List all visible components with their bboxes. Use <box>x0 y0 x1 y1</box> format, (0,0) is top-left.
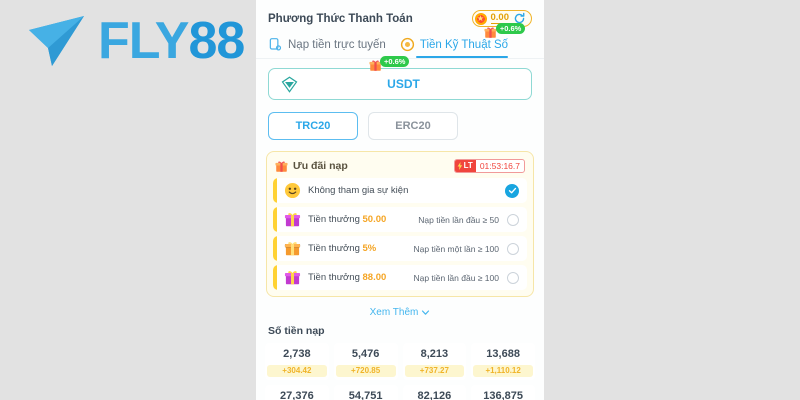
smiley-face-icon <box>284 183 301 199</box>
amount-option[interactable]: 54,751 +4,216.50 <box>333 385 398 400</box>
gift-purple-icon <box>284 213 301 227</box>
promotion-option-title: Tiền thưởng <box>308 272 360 284</box>
lightning-icon <box>457 162 462 171</box>
amount-option[interactable]: 2,738 +304.42 <box>265 343 329 381</box>
promotion-option-label: Tiền thưởng 5% <box>308 243 376 254</box>
gift-purple-icon <box>284 271 301 285</box>
promotion-option-condition: Nạp tiền lần đầu ≥ 50 <box>418 214 499 225</box>
tab-digital-currency-badge: +0.6% <box>495 23 526 35</box>
row-accent-bar <box>273 265 277 291</box>
promotion-timer-tag: LT <box>454 160 476 173</box>
promotion-option-label: Tiền thưởng 88.00 <box>308 272 386 283</box>
promotion-option-row[interactable]: Tiền thưởng 88.00 Nạp tiền lần đầu ≥ 100 <box>273 265 527 291</box>
gift-icon <box>484 27 497 38</box>
chain-trc20-button[interactable]: TRC20 <box>268 112 358 140</box>
promotion-title: Ưu đãi nạp <box>293 160 348 173</box>
brand-logo-area: FLY88 <box>26 12 245 70</box>
gold-coin-icon <box>400 37 414 52</box>
paper-plane-icon <box>29 16 84 66</box>
currency-selector: USDT +0.6% <box>256 56 544 100</box>
amount-bonus: +1,110.12 <box>473 364 533 378</box>
amount-value: 27,376 <box>280 390 314 400</box>
deposit-amount-grid: 2,738 +304.42 5,476 +720.85 8,213 +737.2… <box>256 343 544 400</box>
promotion-option-amount: 50.00 <box>362 214 387 226</box>
diamond-icon <box>281 75 298 93</box>
payment-panel: Phương Thức Thanh Toán ★ 0.00 Nạp tiền t… <box>256 0 544 400</box>
payment-method-tabs: Nạp tiền trực tuyến Tiền Kỹ Thuật Số +0.… <box>256 23 544 58</box>
promotion-option-amount: 88.00 <box>362 272 387 284</box>
amount-value: 5,476 <box>351 348 380 361</box>
refresh-icon[interactable] <box>513 12 526 25</box>
promotion-option-row[interactable]: Tiền thưởng 5% Nạp tiền một lần ≥ 100 <box>273 236 527 262</box>
promotion-option-row[interactable]: Tiền thưởng 50.00 Nạp tiền lần đầu ≥ 50 <box>273 207 527 233</box>
amount-bonus: +304.42 <box>267 364 327 378</box>
promotion-option-title: Tiền thưởng <box>308 214 360 226</box>
promotion-title-group: Ưu đãi nạp <box>275 160 348 173</box>
show-more-area: Xem Thêm <box>256 297 544 323</box>
promotion-timer-tag-label: LT <box>463 161 473 171</box>
currency-usdt-button[interactable]: USDT +0.6% <box>268 56 532 100</box>
amount-option[interactable]: 82,126 +4,599.00 <box>402 385 467 400</box>
amount-value: 2,738 <box>283 348 311 361</box>
radio-button[interactable] <box>507 271 519 284</box>
brand-name-part2: 88 <box>188 12 245 70</box>
row-accent-bar <box>273 207 277 233</box>
amount-option[interactable]: 5,476 +720.85 <box>333 343 398 381</box>
tab-online-deposit[interactable]: Nạp tiền trực tuyến <box>268 37 386 58</box>
brand-name-part1: FLY <box>98 12 189 70</box>
amount-value: 13,688 <box>486 348 520 361</box>
row-accent-bar <box>273 236 277 262</box>
promotion-option-title: Tiền thưởng <box>308 243 360 255</box>
checkmark-icon[interactable] <box>505 183 519 198</box>
amount-option[interactable]: 13,688 +1,110.12 <box>471 343 535 381</box>
show-more-button[interactable]: Xem Thêm <box>370 307 431 318</box>
promotion-card: Ưu đãi nạp LT 01:53:16.7 <box>266 151 534 298</box>
check-glyph-icon <box>508 187 516 194</box>
promotion-option-label: Không tham gia sự kiện <box>308 185 409 197</box>
mobile-phone-icon <box>269 38 282 51</box>
currency-usdt-label: USDT <box>387 77 420 91</box>
amount-bonus: +737.27 <box>404 364 465 378</box>
chain-selector: TRC20 ERC20 <box>256 100 544 151</box>
amount-value: 82,126 <box>417 390 452 400</box>
gift-orange-icon <box>284 242 301 256</box>
tab-online-deposit-label: Nạp tiền trực tuyến <box>288 38 386 51</box>
currency-usdt-badge: +0.6% <box>380 56 410 68</box>
amount-value: 136,875 <box>483 390 523 400</box>
chevron-down-icon <box>422 310 430 315</box>
promotion-countdown: LT 01:53:16.7 <box>453 159 525 174</box>
promotion-option-label: Tiền thưởng 50.00 <box>308 214 386 225</box>
amount-bonus: +720.85 <box>335 364 396 378</box>
brand-name: FLY88 <box>98 12 245 70</box>
promotion-option-row[interactable]: Không tham gia sự kiện <box>273 178 527 204</box>
promotion-timer-value: 01:53:16.7 <box>479 161 520 171</box>
show-more-label: Xem Thêm <box>369 307 419 319</box>
amount-option[interactable]: 136,875 +7,665.00 <box>471 385 535 400</box>
amount-option[interactable]: 27,376 +1,533.00 <box>265 385 329 400</box>
promotion-option-amount: 5% <box>362 243 377 255</box>
coin-icon: ★ <box>474 12 487 25</box>
tab-digital-currency-label: Tiền Kỹ Thuật Số <box>419 38 509 51</box>
amount-option[interactable]: 8,213 +737.27 <box>402 343 467 381</box>
promotion-option-condition: Nạp tiền lần đầu ≥ 100 <box>413 272 499 283</box>
gift-icon <box>369 60 382 71</box>
deposit-amount-title: Số tiền nạp <box>268 325 325 338</box>
chain-erc20-button[interactable]: ERC20 <box>368 112 458 140</box>
gift-icon <box>275 161 288 172</box>
row-accent-bar <box>273 178 277 204</box>
promotion-option-condition: Nạp tiền một lần ≥ 100 <box>413 243 499 254</box>
tab-digital-currency[interactable]: Tiền Kỹ Thuật Số +0.6% <box>400 23 526 58</box>
amount-value: 8,213 <box>420 348 449 361</box>
page-title: Phương Thức Thanh Toán <box>268 12 413 25</box>
radio-button[interactable] <box>507 242 519 255</box>
panel-header: Phương Thức Thanh Toán ★ 0.00 <box>256 0 544 33</box>
promotion-header: Ưu đãi nạp LT 01:53:16.7 <box>273 157 527 178</box>
radio-button[interactable] <box>507 213 519 226</box>
amount-value: 54,751 <box>348 390 383 400</box>
